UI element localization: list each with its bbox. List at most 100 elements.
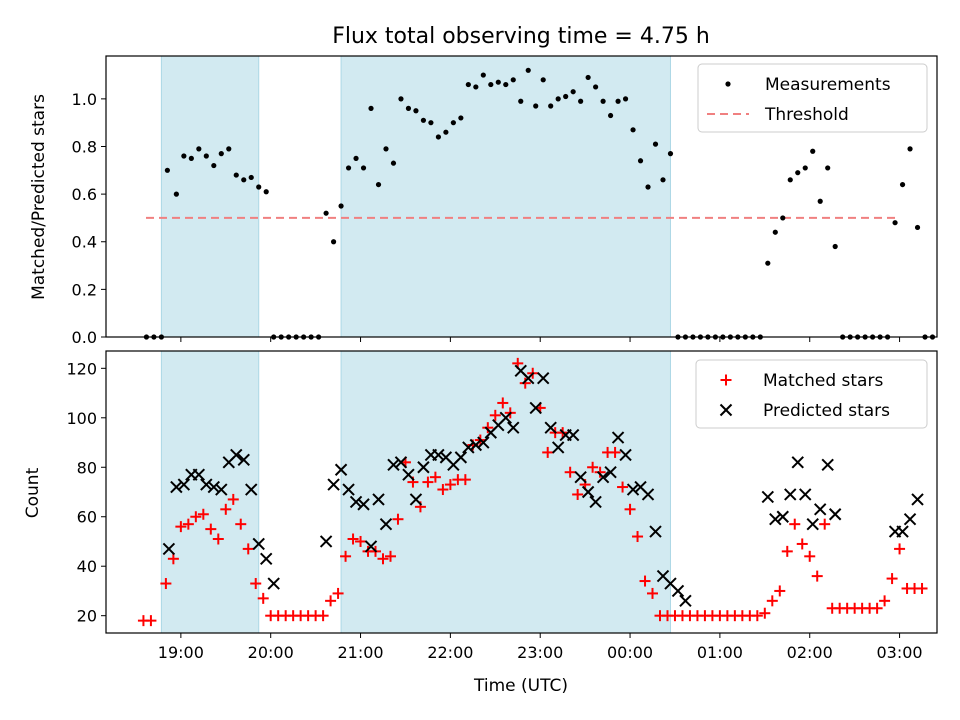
marker-stroke: [432, 448, 445, 462]
marker-stroke: [664, 577, 677, 590]
predicted-star-point: [402, 468, 415, 481]
marker-stroke: [544, 421, 557, 434]
measurement-point: [525, 67, 531, 73]
top-plot-frame: [105, 55, 938, 338]
matched-star-point: [190, 511, 202, 523]
predicted-star-point: [177, 478, 191, 491]
marker-stroke: [828, 508, 842, 521]
predicted-star-point: [679, 594, 692, 608]
matched-star-point: [759, 607, 771, 619]
legend-box: [697, 63, 928, 133]
matched-star-point: [519, 377, 531, 389]
measurement-point: [615, 98, 621, 104]
matched-star-point: [459, 474, 471, 486]
measurement-point: [578, 98, 584, 104]
bottom-x-tick-label: 21:00: [337, 643, 383, 662]
marker-stroke: [372, 493, 385, 506]
measurement-point: [263, 189, 269, 195]
measurement-point: [473, 84, 479, 90]
measurement-point: [510, 77, 516, 83]
predicted-star-point: [260, 552, 273, 565]
marker-stroke: [379, 517, 393, 531]
matched-star-point: [422, 476, 434, 488]
top-legend: Measurements Threshold: [697, 63, 928, 133]
predicted-star-point: [372, 493, 385, 506]
matched-star-point: [332, 587, 344, 599]
measurement-point: [518, 98, 524, 104]
measurement-point: [914, 224, 921, 231]
matched-star-point: [384, 550, 396, 562]
marker-stroke: [207, 480, 221, 494]
predicted-star-point: [776, 510, 789, 523]
measurement-point: [465, 81, 471, 88]
predicted-star-point: [641, 488, 655, 501]
matched-star-point: [347, 533, 359, 545]
measurement-point: [345, 165, 352, 171]
bottom-y-axis-label: Count: [23, 467, 43, 518]
predicted-star-point: [814, 503, 827, 516]
predicted-star-point: [626, 483, 640, 496]
matched-star-point: [242, 543, 254, 555]
matched-star-point: [340, 550, 352, 562]
predicted-star-point: [828, 508, 842, 521]
matched-star-point: [617, 481, 629, 493]
measurement-point: [398, 96, 404, 102]
predicted-star-point: [454, 451, 468, 464]
measurement-point: [211, 162, 217, 169]
marker-stroke: [604, 466, 617, 479]
bottom-x-tick-label: 01:00: [697, 643, 743, 662]
measurement-point: [338, 203, 344, 209]
measurement-point: [420, 117, 427, 123]
predicted-star-point: [761, 490, 775, 504]
matched-star-point: [429, 471, 441, 483]
measurement-point: [164, 167, 170, 173]
measurement-point: [203, 153, 209, 159]
marker-stroke: [551, 441, 565, 454]
top-y-tick-label: 1.0: [72, 90, 97, 109]
measurement-point: [323, 210, 329, 216]
predicted-star-point: [334, 463, 348, 476]
marker-stroke: [252, 537, 265, 551]
matched-star-point: [781, 545, 793, 557]
marker-stroke: [200, 478, 213, 491]
predicted-star-point: [215, 483, 228, 496]
predicted-star-point: [469, 438, 483, 452]
matched-star-point: [766, 595, 778, 607]
matched-star-point: [751, 610, 763, 622]
matched-star-point: [632, 531, 644, 543]
measurement-point: [368, 105, 374, 111]
marker-stroke: [260, 552, 273, 565]
matched-star-point: [594, 466, 606, 478]
predicted-star-point: [769, 513, 782, 526]
measurement-point: [607, 112, 614, 119]
top-y-tick-label: 0.0: [72, 328, 97, 347]
marker-stroke: [529, 401, 542, 415]
marker-stroke: [342, 483, 355, 496]
top-plot: 0.0 0.2 0.4 0.6 0.8 1.0 Measurements Threshold: [72, 55, 938, 347]
matched-star-point: [789, 518, 801, 530]
measurement-point: [353, 155, 359, 161]
legend-marker-measurements: [725, 81, 731, 87]
measurement-point: [428, 120, 434, 126]
measurement-point: [772, 229, 778, 235]
marker-stroke: [177, 478, 191, 491]
measurement-point: [548, 103, 554, 109]
predicted-star-point: [566, 428, 580, 442]
matched-star-point: [796, 538, 808, 550]
marker-stroke: [784, 488, 797, 501]
marker-stroke: [671, 584, 685, 598]
top-shaded-region: [160, 55, 260, 338]
marker-stroke: [170, 480, 183, 494]
marker-stroke: [402, 468, 415, 481]
bottom-shaded-region: [340, 350, 671, 634]
predicted-star-point: [596, 470, 610, 484]
marker-stroke: [357, 498, 370, 511]
marker-stroke: [574, 470, 587, 484]
matched-star-point: [564, 466, 576, 478]
measurement-point: [256, 184, 262, 190]
predicted-star-point: [394, 456, 408, 469]
top-y-tick-label: 0.6: [72, 185, 97, 204]
measurement-point: [570, 89, 576, 95]
bottom-y-tick-label: 100: [66, 409, 97, 428]
